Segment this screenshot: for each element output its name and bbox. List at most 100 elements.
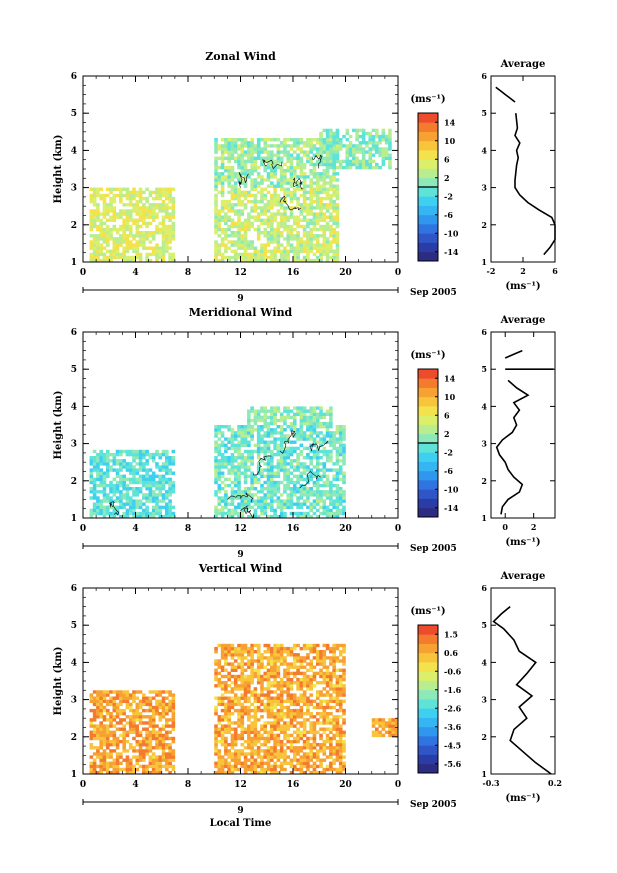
heatmap-cell xyxy=(240,234,245,238)
heatmap-cell xyxy=(263,749,268,753)
heatmap-cell xyxy=(92,237,97,241)
heatmap-cell xyxy=(293,724,297,728)
heatmap-cell xyxy=(289,715,294,719)
heatmap-cell xyxy=(247,258,251,263)
heatmap-cell xyxy=(135,227,140,232)
heatmap-cell xyxy=(302,218,307,222)
heatmap-cell xyxy=(240,668,245,672)
heatmap-cell xyxy=(217,702,222,707)
heatmap-cell xyxy=(247,459,251,463)
heatmap-cell xyxy=(256,643,261,648)
heatmap-cell xyxy=(270,708,274,713)
heatmap-cell xyxy=(224,218,228,222)
heatmap-cell xyxy=(352,153,356,157)
heatmap-cell xyxy=(132,249,136,253)
heatmap-cell xyxy=(319,138,323,142)
heatmap-cell xyxy=(243,425,248,429)
heatmap-cell xyxy=(250,743,254,747)
heatmap-cell xyxy=(119,718,123,722)
heatmap-cell xyxy=(329,147,333,151)
heatmap-cell xyxy=(302,150,307,154)
heatmap-cell xyxy=(115,459,120,463)
heatmap-cell xyxy=(329,418,333,423)
heatmap-cell xyxy=(293,671,297,676)
heatmap-cell xyxy=(270,724,274,728)
heatmap-cell xyxy=(135,730,140,734)
heatmap-cell xyxy=(217,499,222,503)
heatmap-cell xyxy=(309,681,313,685)
heatmap-cell xyxy=(155,493,159,497)
heatmap-cell xyxy=(299,730,304,734)
heatmap-cell xyxy=(296,249,300,253)
heatmap-cell xyxy=(250,674,254,679)
heatmap-cell xyxy=(105,693,110,697)
heatmap-cell xyxy=(332,511,336,516)
heatmap-cell xyxy=(283,175,287,179)
heatmap-cell xyxy=(230,141,235,145)
heatmap-cell xyxy=(230,721,235,725)
heatmap-cell xyxy=(161,255,166,260)
heatmap-cell xyxy=(122,511,126,516)
heatmap-cell xyxy=(256,755,261,759)
heatmap-cell xyxy=(168,718,172,722)
heatmap-cell xyxy=(132,514,136,519)
heatmap-cell xyxy=(128,696,133,700)
heatmap-cell xyxy=(247,684,251,688)
heatmap-cell xyxy=(263,502,268,506)
heatmap-cell xyxy=(276,480,281,485)
heatmap-cell xyxy=(299,490,304,494)
heatmap-cell xyxy=(128,465,133,469)
heatmap-cell xyxy=(237,665,241,669)
heatmap-cell xyxy=(286,150,291,154)
heatmap-cell xyxy=(247,159,251,164)
heatmap-cell xyxy=(132,505,136,509)
heatmap-cell xyxy=(286,237,291,241)
heatmap-cell xyxy=(283,668,287,672)
heatmap-cell xyxy=(296,739,300,744)
heatmap-cell xyxy=(329,508,333,513)
heatmap-cell xyxy=(165,462,169,466)
average-y-tick-label: 2 xyxy=(481,476,487,486)
heatmap-cell xyxy=(256,150,261,154)
heatmap-cell xyxy=(99,712,103,716)
heatmap-cell xyxy=(132,243,136,247)
heatmap-cell xyxy=(128,246,133,250)
heatmap-cell xyxy=(145,462,149,466)
heatmap-cell xyxy=(247,409,251,413)
heatmap-cell xyxy=(161,690,166,694)
heatmap-cell xyxy=(243,646,248,651)
contour-line xyxy=(279,430,296,454)
heatmap-cell xyxy=(135,739,140,744)
heatmap-cell xyxy=(247,653,251,657)
heatmap-cell xyxy=(99,234,103,238)
heatmap-cell xyxy=(263,449,268,454)
heatmap-cell xyxy=(335,147,340,151)
heatmap-cell xyxy=(296,477,300,482)
colorbar-band xyxy=(418,480,438,490)
heatmap-cell xyxy=(233,449,238,454)
heatmap-cell xyxy=(125,249,130,253)
heatmap-cell xyxy=(233,203,238,207)
heatmap-cell xyxy=(325,193,330,198)
heatmap-cell xyxy=(224,169,228,173)
heatmap-cell xyxy=(102,483,107,488)
heatmap-cell xyxy=(260,231,264,235)
heatmap-cell xyxy=(315,493,320,497)
heatmap-cell xyxy=(109,505,113,509)
heatmap-cell xyxy=(148,258,153,263)
heatmap-cell xyxy=(266,215,271,219)
heatmap-cell xyxy=(332,258,336,263)
heatmap-cell xyxy=(247,493,251,497)
heatmap-cell xyxy=(132,474,136,478)
heatmap-cell xyxy=(270,212,274,216)
heatmap-cell xyxy=(230,770,235,775)
heatmap-cell xyxy=(142,699,146,703)
heatmap-cell xyxy=(335,153,340,157)
heatmap-cell xyxy=(233,456,238,460)
heatmap-cell xyxy=(227,502,231,506)
heatmap-cell xyxy=(273,200,277,204)
heatmap-cell xyxy=(263,752,268,756)
heatmap-cell xyxy=(135,452,140,457)
heatmap-cell xyxy=(276,468,281,472)
heatmap-cell xyxy=(302,487,307,491)
